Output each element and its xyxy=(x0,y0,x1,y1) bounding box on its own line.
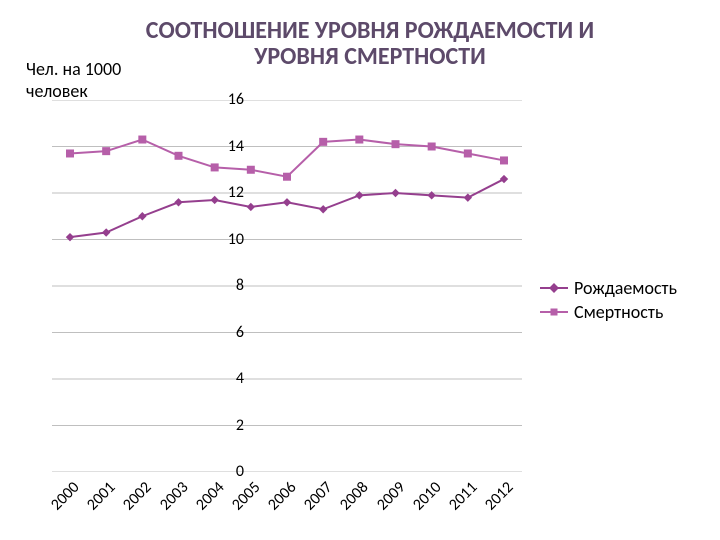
title-line-2: УРОВНЯ СМЕРТНОСТИ xyxy=(254,42,485,71)
y-tick: 2 xyxy=(204,416,244,435)
legend-item-death: Смертность xyxy=(540,301,677,323)
y-tick: 4 xyxy=(204,369,244,388)
chart-plot-area xyxy=(52,100,522,472)
y-tick: 14 xyxy=(204,137,244,156)
y-axis-label: Чел. на 1000человек xyxy=(26,58,121,102)
legend: Рождаемость Смертность xyxy=(540,275,677,325)
chart-svg xyxy=(52,100,522,472)
y-tick: 10 xyxy=(204,230,244,249)
y-tick: 16 xyxy=(204,90,244,109)
legend-swatch-death xyxy=(540,311,568,313)
y-tick: 12 xyxy=(204,183,244,202)
chart-title: СООТНОШЕНИЕ УРОВНЯ РОЖДАЕМОСТИ И УРОВНЯ … xyxy=(50,18,690,71)
legend-label-birth: Рождаемость xyxy=(574,277,677,299)
legend-item-birth: Рождаемость xyxy=(540,277,677,299)
y-tick: 6 xyxy=(204,323,244,342)
legend-swatch-birth xyxy=(540,287,568,289)
legend-label-death: Смертность xyxy=(574,301,663,323)
y-tick: 8 xyxy=(204,276,244,295)
title-line-1: СООТНОШЕНИЕ УРОВНЯ РОЖДАЕМОСТИ И xyxy=(146,16,594,45)
y-tick: 0 xyxy=(204,462,244,481)
